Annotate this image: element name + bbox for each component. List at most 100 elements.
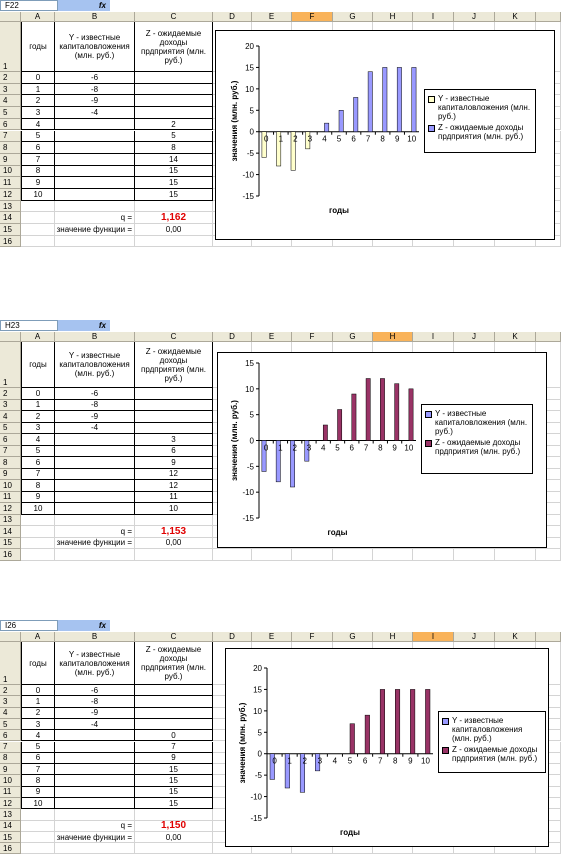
- column-title: Z - ожидаемые доходы прдприятия (млн. ру…: [135, 642, 213, 685]
- chart-plot: -15 -10 -5 0 5 10 15 20 0 1 2 3 4 5 6 7 8 9 10 годы значения…: [238, 664, 433, 837]
- x-tick-label: 4: [321, 444, 326, 453]
- column-header: K: [495, 12, 536, 22]
- x-axis-title: годы: [328, 528, 348, 537]
- cell: [21, 549, 55, 561]
- value-cell: -6: [55, 388, 135, 400]
- q-value: 1,162: [135, 212, 213, 225]
- bar: [276, 131, 282, 167]
- year-cell: 0: [21, 72, 55, 84]
- bar: [367, 71, 373, 132]
- bar: [351, 393, 357, 441]
- legend-item: Z - ожидаемые доходы прдприятия (млн. ру…: [442, 745, 542, 763]
- year-cell: 3: [21, 718, 55, 731]
- value-cell: 15: [135, 189, 213, 201]
- value-cell: 15: [135, 764, 213, 776]
- row-header: 10: [0, 480, 21, 492]
- x-tick-label: 8: [393, 757, 398, 766]
- cell: [292, 235, 333, 248]
- value-cell: 10: [135, 503, 213, 515]
- cell: [55, 142, 135, 154]
- bar: [290, 131, 296, 171]
- legend-label: Z - ожидаемые доходы прдприятия (млн. ру…: [438, 123, 524, 141]
- value-cell: 12: [135, 468, 213, 480]
- value-cell: 15: [135, 786, 213, 798]
- row-header: 11: [0, 491, 21, 503]
- cell: [454, 843, 495, 855]
- y-tick-label: -5: [247, 462, 255, 471]
- year-cell: 3: [21, 107, 55, 119]
- bar: [338, 110, 344, 132]
- column-header: [536, 12, 561, 22]
- column-header: H: [373, 632, 413, 642]
- cell: [55, 468, 135, 480]
- cell: [55, 130, 135, 143]
- x-tick-label: 3: [318, 757, 323, 766]
- q-label: q =: [55, 212, 135, 225]
- legend-key: [428, 96, 435, 103]
- bar: [315, 753, 321, 772]
- y-tick-label: 15: [245, 359, 254, 368]
- cell: [333, 549, 373, 561]
- cell: [135, 411, 213, 423]
- y-tick-label: 0: [250, 128, 255, 137]
- x-tick-label: 2: [293, 135, 298, 144]
- bar: [410, 689, 416, 754]
- function-label: значение функции =: [55, 831, 135, 844]
- function-value: 0,00: [135, 537, 213, 549]
- x-tick-label: 7: [378, 757, 383, 766]
- cell: [21, 537, 55, 549]
- x-tick-label: 8: [378, 444, 383, 453]
- q-label: q =: [55, 526, 135, 538]
- column-title: годы: [21, 22, 55, 72]
- year-cell: 2: [21, 707, 55, 719]
- column-header: J: [454, 332, 495, 342]
- formula-button: fx: [58, 0, 110, 11]
- row-header: 6: [0, 730, 21, 742]
- cell: [454, 235, 495, 248]
- value-cell: 8: [135, 142, 213, 154]
- cell: [55, 177, 135, 189]
- legend: Y - известные капиталовложения (млн. руб…: [424, 89, 536, 153]
- y-tick-label: 5: [258, 728, 263, 737]
- value-cell: -6: [55, 72, 135, 84]
- cell: [55, 809, 135, 821]
- row-header: 7: [0, 445, 21, 457]
- cell: [333, 235, 373, 248]
- year-cell: 4: [21, 434, 55, 446]
- year-cell: 5: [21, 741, 55, 753]
- bar: [261, 440, 267, 472]
- year-cell: 1: [21, 696, 55, 708]
- cell: [55, 200, 135, 213]
- row-header: 5: [0, 718, 21, 731]
- column-header: K: [495, 632, 536, 642]
- cell: [135, 72, 213, 84]
- column-header: A: [21, 332, 55, 342]
- row-header: 1: [0, 342, 21, 388]
- column-header: G: [333, 332, 373, 342]
- row-header: 16: [0, 235, 21, 248]
- x-tick-label: 6: [351, 135, 356, 144]
- row-header: 15: [0, 224, 21, 236]
- cell: [135, 95, 213, 108]
- value-cell: 15: [135, 775, 213, 787]
- year-cell: 0: [21, 388, 55, 400]
- legend-key: [428, 125, 435, 132]
- row-header: 15: [0, 537, 21, 549]
- row-header: 6: [0, 118, 21, 131]
- cell: [292, 843, 333, 855]
- column-header: [536, 332, 561, 342]
- cell: [55, 730, 135, 742]
- column-title: годы: [21, 642, 55, 685]
- column-title: Z - ожидаемые доходы прдприятия (млн. ру…: [135, 342, 213, 388]
- row-header: 5: [0, 107, 21, 119]
- x-tick-label: 7: [364, 444, 369, 453]
- x-tick-label: 1: [287, 757, 292, 766]
- row-header: 12: [0, 189, 21, 201]
- row-header: 13: [0, 809, 21, 821]
- row-header: 8: [0, 752, 21, 765]
- legend-item: Z - ожидаемые доходы прдприятия (млн. ру…: [425, 438, 529, 456]
- x-tick-label: 8: [380, 135, 385, 144]
- year-cell: 4: [21, 730, 55, 742]
